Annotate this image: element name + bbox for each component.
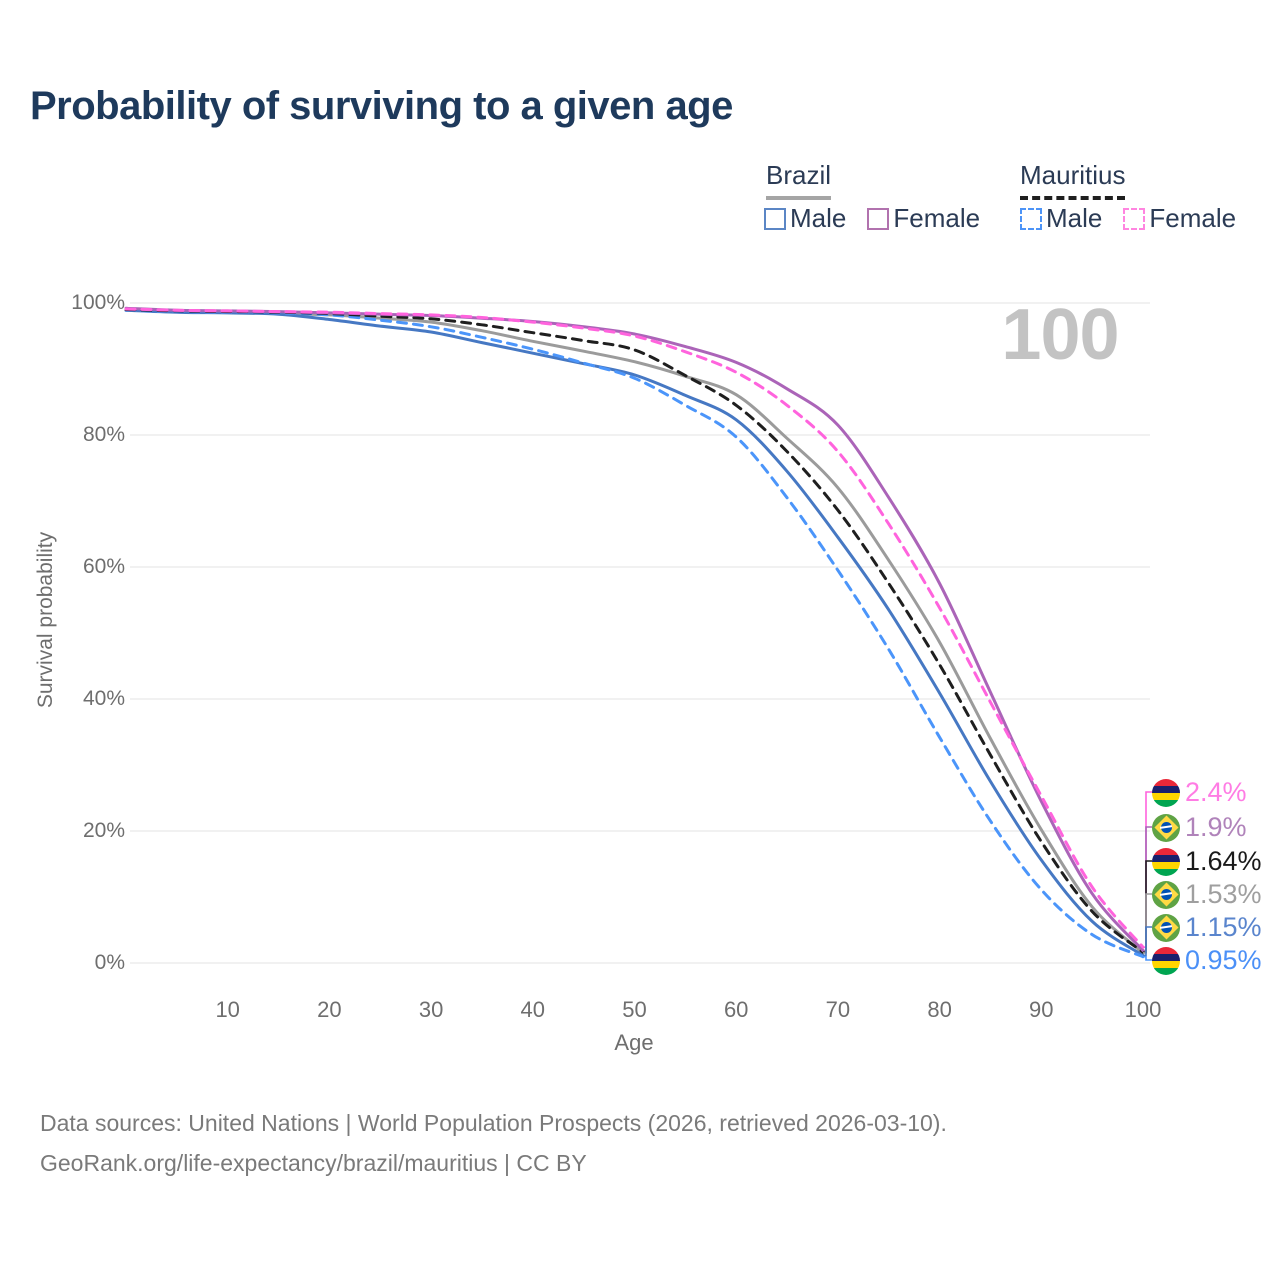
end-label-row: 1.15%	[1152, 912, 1262, 943]
flag-stripe	[1152, 861, 1180, 869]
end-label-value: 1.64%	[1185, 846, 1262, 876]
footer-data-sources: Data sources: United Nations | World Pop…	[40, 1110, 947, 1136]
end-label-value: 2.4%	[1185, 777, 1247, 807]
connector-brazil-male	[1143, 926, 1152, 957]
connector-brazil-female	[1143, 826, 1152, 952]
flag-stripe	[1152, 785, 1180, 793]
legend-label-brazil-male: Male	[790, 203, 847, 233]
page-title: Probability of surviving to a given age	[30, 84, 733, 128]
x-tick-label: 30	[418, 997, 444, 1022]
connector-brazil-total	[1143, 893, 1152, 954]
y-tick-label: 60%	[82, 555, 125, 578]
end-label-value: 1.53%	[1185, 879, 1262, 909]
flag-stripe	[1152, 953, 1180, 961]
mauritius-male-swatch-icon[interactable]	[1020, 207, 1042, 230]
brazil-flag-icon	[1152, 813, 1180, 842]
flag-stripe	[1152, 778, 1180, 786]
end-label-value: 0.95%	[1185, 945, 1262, 975]
legend-mauritius-items: Male Female	[1020, 203, 1257, 234]
mauritius-flag-icon	[1152, 847, 1180, 876]
legend-item-brazil-female[interactable]: Female	[867, 203, 980, 234]
connector-mauritius-female	[1143, 791, 1152, 948]
mauritius-flag-icon	[1152, 778, 1180, 807]
legend-brazil-items: Male Female	[764, 203, 1001, 234]
x-tick-label: 90	[1029, 997, 1054, 1022]
legend-label-mauritius-male: Male	[1046, 203, 1103, 233]
end-label-row: 1.9%	[1152, 812, 1247, 843]
y-tick-label: 80%	[82, 423, 125, 446]
flag-stripe	[1152, 854, 1180, 862]
end-label-row: 0.95%	[1152, 945, 1262, 976]
end-label-connectors	[1143, 791, 1152, 961]
legend-label-mauritius-female: Female	[1149, 203, 1237, 233]
brazil-female-swatch-icon[interactable]	[867, 207, 890, 230]
end-label-row: 1.64%	[1152, 846, 1262, 877]
mauritius-female-swatch-icon[interactable]	[1123, 207, 1146, 230]
end-label-value: 1.15%	[1185, 912, 1262, 942]
y-tick-label: 0%	[94, 951, 125, 974]
x-tick-label: 80	[927, 997, 952, 1022]
brazil-male-swatch-icon[interactable]	[764, 207, 786, 230]
y-tick-label: 20%	[82, 819, 125, 842]
curve-brazil-male	[124, 308, 1145, 957]
y-axis-title: Survival probability	[34, 531, 57, 709]
survival-curves	[124, 306, 1145, 959]
legend-brazil-header[interactable]: Brazil	[766, 160, 832, 200]
legend-item-mauritius-female[interactable]: Female	[1123, 203, 1236, 234]
brazil-flag-icon	[1152, 880, 1180, 909]
flag-stripe	[1152, 799, 1180, 807]
legend-item-brazil-male[interactable]: Male	[764, 203, 846, 234]
flag-stripe	[1152, 946, 1180, 954]
x-tick-label: 50	[622, 997, 647, 1022]
flag-stripe	[1152, 967, 1180, 975]
curve-mauritius-male	[124, 308, 1145, 959]
y-tick-label: 40%	[82, 687, 125, 710]
end-label-row: 1.53%	[1152, 879, 1262, 910]
legend-item-mauritius-male[interactable]: Male	[1020, 203, 1102, 234]
x-tick-label: 70	[825, 997, 851, 1022]
flag-stripe	[1152, 960, 1180, 968]
y-tick-label: 100%	[71, 291, 125, 314]
curve-mauritius-female	[124, 307, 1145, 949]
x-tick-label: 60	[723, 997, 749, 1022]
curve-brazil-total	[124, 308, 1145, 955]
gridlines	[130, 302, 1150, 964]
x-axis-title: Age	[614, 1030, 654, 1055]
flag-stripe	[1152, 847, 1180, 855]
age-watermark: 100	[1001, 295, 1119, 375]
legend-mauritius-header[interactable]: Mauritius	[1020, 160, 1126, 200]
x-tick-label: 100	[1124, 997, 1162, 1022]
brazil-flag-icon	[1152, 913, 1180, 942]
curve-mauritius-total	[124, 308, 1145, 954]
x-tick-label: 20	[317, 997, 342, 1022]
connector-mauritius-male	[1143, 955, 1152, 961]
mauritius-flag-icon	[1152, 946, 1180, 975]
legend-label-brazil-female: Female	[893, 203, 981, 233]
connector-mauritius-total	[1143, 860, 1152, 953]
curve-brazil-female	[124, 306, 1145, 952]
flag-stripe	[1152, 868, 1180, 876]
footer-attribution: GeoRank.org/life-expectancy/brazil/mauri…	[40, 1150, 587, 1176]
x-tick-label: 40	[520, 997, 546, 1022]
end-label-value: 1.9%	[1185, 812, 1247, 842]
end-label-row: 2.4%	[1152, 777, 1247, 808]
flag-stripe	[1152, 792, 1180, 800]
x-tick-label: 10	[215, 997, 240, 1022]
